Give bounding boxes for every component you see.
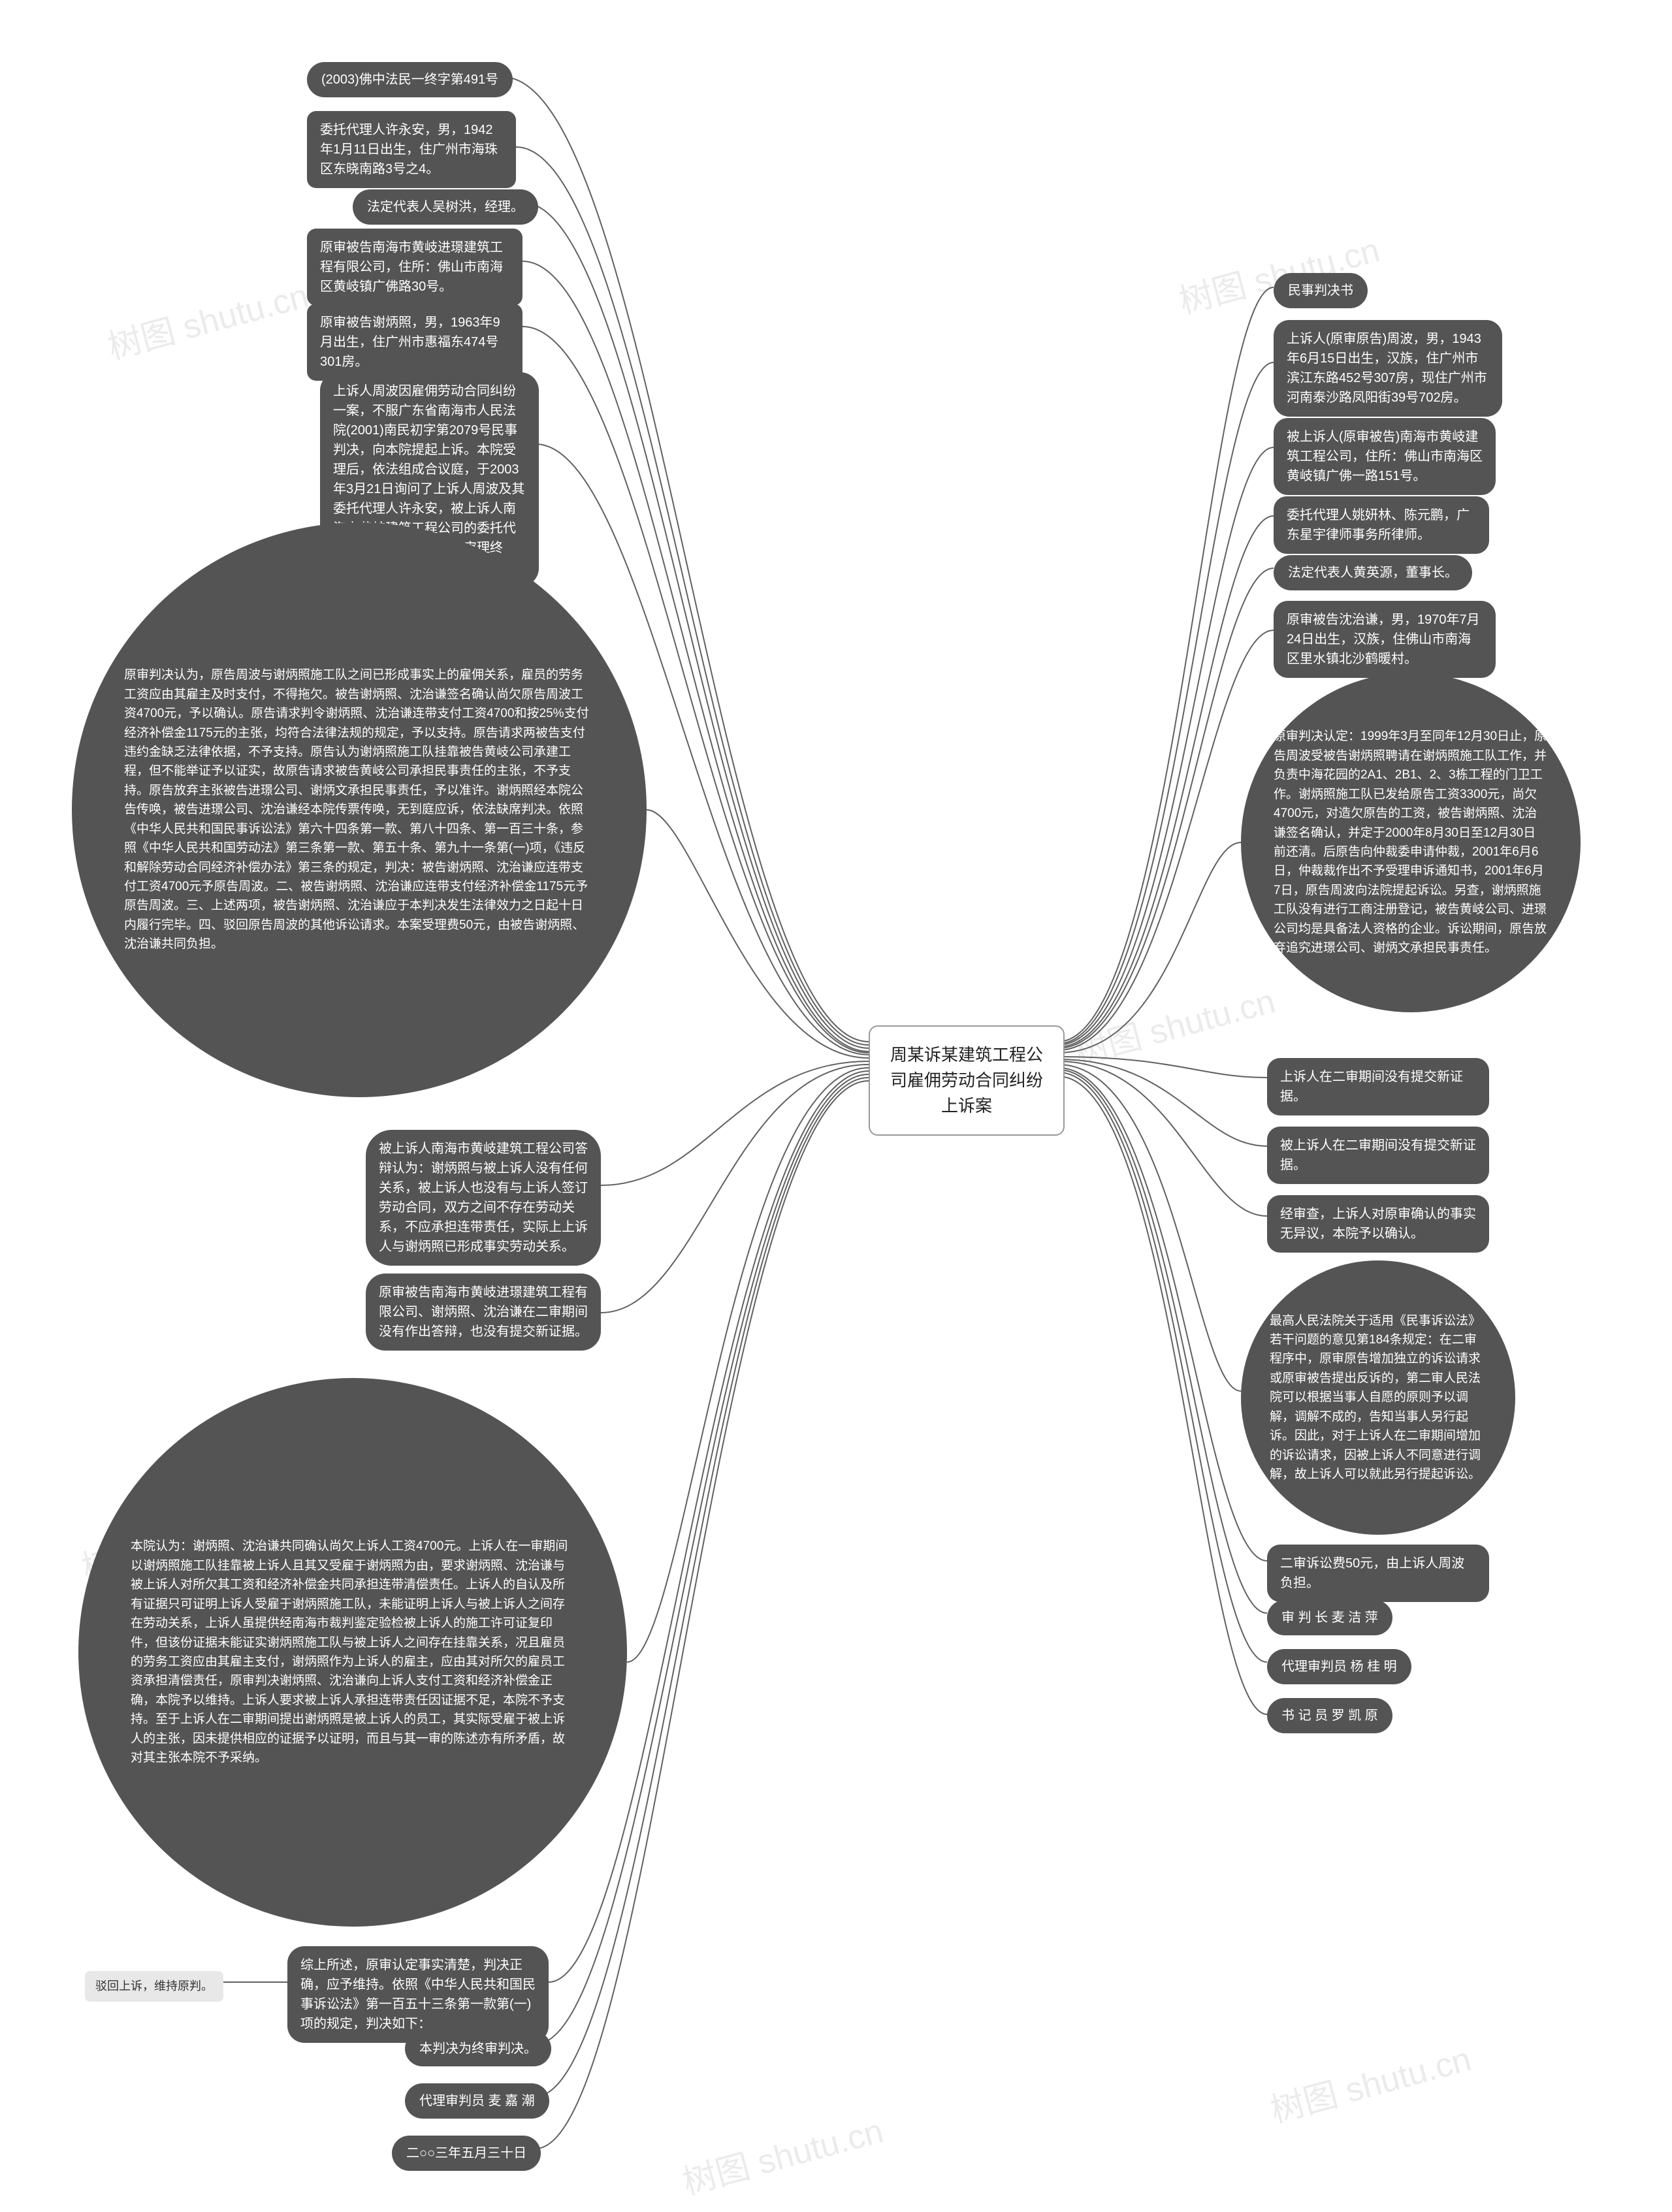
- node-r9: 经审查，上诉人对原审确认的事实无异议，本院予以确认。: [1267, 1195, 1489, 1253]
- node-l8: 被上诉人南海市黄岐建筑工程公司答辩认为：谢炳照与被上诉人没有任何关系，被上诉人也…: [366, 1130, 601, 1266]
- node-l10-text: 本院认为：谢炳照、沈治谦共同确认尚欠上诉人工资4700元。上诉人在一审期间以谢炳…: [131, 1537, 575, 1767]
- node-r7: 上诉人在二审期间没有提交新证据。: [1267, 1058, 1489, 1115]
- node-l13: 代理审判员 麦 嘉 潮: [405, 2083, 549, 2119]
- watermark: 树图 shutu.cn: [1264, 2032, 1476, 2132]
- node-r11: 二审诉讼费50元，由上诉人周波负担。: [1267, 1545, 1489, 1602]
- node-l10-big: 本院认为：谢炳照、沈治谦共同确认尚欠上诉人工资4700元。上诉人在一审期间以谢炳…: [78, 1378, 627, 1927]
- watermark: 树图 shutu.cn: [102, 268, 314, 369]
- node-r8: 被上诉人在二审期间没有提交新证据。: [1267, 1127, 1489, 1184]
- node-l11-leaf: 驳回上诉，维持原判。: [85, 1971, 223, 2002]
- node-l11: 综上所述，原审认定事实清楚，判决正确，应予维持。依照《中华人民共和国民事诉讼法》…: [287, 1946, 549, 2043]
- node-r14: 书 记 员 罗 凯 原: [1267, 1698, 1392, 1733]
- node-l9: 原审被告南海市黄岐进璟建筑工程有限公司、谢炳照、沈治谦在二审期间没有作出答辩，也…: [366, 1274, 601, 1351]
- node-r10-med: 最高人民法院关于适用《民事诉讼法》若干问题的意见第184条规定：在二审程序中，原…: [1241, 1260, 1515, 1535]
- node-l7-big: 原审判决认为，原告周波与谢炳照施工队之间已形成事实上的雇佣关系，雇员的劳务工资应…: [72, 522, 647, 1097]
- node-r0: 民事判决书: [1274, 273, 1368, 308]
- node-r3: 委托代理人姚妍林、陈元鹏，广东星宇律师事务所律师。: [1274, 496, 1489, 554]
- node-l12: 本判决为终审判决。: [405, 2031, 551, 2066]
- watermark: 树图 shutu.cn: [677, 2104, 888, 2204]
- node-r4: 法定代表人黄英源，董事长。: [1274, 555, 1472, 590]
- node-r1: 上诉人(原审原告)周波，男，1943年6月15日出生，汉族，住广州市滨江东路45…: [1274, 320, 1502, 417]
- node-l4: 原审被告南海市黄岐进璟建筑工程有限公司，住所：佛山市南海区黄岐镇广佛路30号。: [307, 229, 522, 306]
- node-r13: 代理审判员 杨 桂 明: [1267, 1649, 1411, 1684]
- center-node: 周某诉某建筑工程公司雇佣劳动合同纠纷上诉案: [869, 1025, 1065, 1136]
- node-l5: 原审被告谢炳照，男，1963年9月出生，住广州市惠福东474号301房。: [307, 304, 522, 381]
- node-r10-text: 最高人民法院关于适用《民事诉讼法》若干问题的意见第184条规定：在二审程序中，原…: [1270, 1311, 1487, 1484]
- node-r5: 原审被告沈治谦，男，1970年7月24日出生，汉族，住佛山市南海区里水镇北沙鹤暖…: [1274, 601, 1496, 678]
- node-l14: 二○○三年五月三十日: [392, 2136, 541, 2171]
- node-r6-text: 原审判决认定：1999年3月至同年12月30日止，原告周波受被告谢炳照聘请在谢炳…: [1274, 727, 1548, 957]
- node-r6-med: 原审判决认定：1999年3月至同年12月30日止，原告周波受被告谢炳照聘请在谢炳…: [1241, 673, 1581, 1012]
- node-r2: 被上诉人(原审被告)南海市黄岐建筑工程公司，住所：佛山市南海区黄岐镇广佛一路15…: [1274, 418, 1496, 495]
- node-l2: 委托代理人许永安，男，1942年1月11日出生，住广州市海珠区东晓南路3号之4。: [307, 111, 516, 188]
- node-r12: 审 判 长 麦 洁 萍: [1267, 1600, 1392, 1635]
- node-l1: (2003)佛中法民一终字第491号: [307, 62, 513, 97]
- node-l7-text: 原审判决认为，原告周波与谢炳照施工队之间已形成事实上的雇佣关系，雇员的劳务工资应…: [124, 665, 594, 954]
- node-l3: 法定代表人吴树洪，经理。: [353, 189, 538, 225]
- watermark: 树图 shutu.cn: [1069, 974, 1280, 1074]
